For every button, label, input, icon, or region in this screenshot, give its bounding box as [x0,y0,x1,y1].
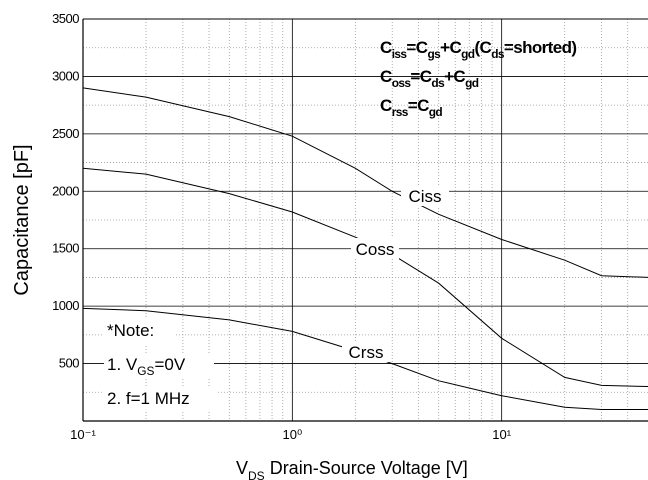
y-tick-label: 2500 [52,126,79,141]
formula-part: C [380,38,392,57]
note-subscript: GS [137,364,154,378]
formula-subscript: iss [392,47,408,61]
series-label-bg [342,341,390,362]
note-part: 1. V [107,355,138,374]
formula-part: =C [406,38,427,57]
note-bg [104,387,216,412]
formula-part: C [380,67,392,86]
formula-subscript: gd [465,76,479,90]
formula-part: (C [474,38,491,57]
x-tick-label: 10⁰ [283,427,303,442]
formula-subscript: ds [431,76,445,90]
x-axis-label-subscript: DS [248,469,265,480]
note-part: 2. f=1 MHz [107,389,190,408]
series-label: Crss [349,343,384,362]
x-axis-label-part: V [236,458,248,478]
formula: Crss=Cgd [380,96,442,119]
formula-part: +C [444,67,465,86]
series-label-bg [401,185,449,206]
x-tick-label: 10⁻¹ [70,427,96,442]
note: 1. VGS=0V [107,355,186,378]
formula-part: +C [440,38,461,57]
series-label: Coss [356,240,395,259]
note-part: *Note: [107,321,154,340]
x-axis-label: VDS Drain-Source Voltage [V] [236,458,468,480]
formula-subscript: ds [491,47,505,61]
note-bg [104,319,176,344]
note: 2. f=1 MHz [107,389,190,408]
series-label: Ciss [408,187,441,206]
formula-subscript: rss [392,105,409,119]
y-tick-label: 500 [59,356,79,371]
y-tick-label: 2000 [52,183,79,198]
y-tick-label: 3500 [52,11,79,26]
formula-part: C [380,96,392,115]
formula-subscript: oss [392,76,412,90]
note: *Note: [107,321,154,340]
series-line [82,307,648,410]
formula-part: =C [410,67,431,86]
x-tick-label: 10¹ [492,427,511,442]
formula-part: =C [408,96,429,115]
y-tick-label: 1500 [52,241,79,256]
formula-subscript: gd [429,105,443,119]
y-tick-label: 3000 [52,68,79,83]
note-bg [104,353,214,378]
formula-subscript: gs [427,47,441,61]
formula: Ciss=Cgs+Cgd(Cds=shorted) [380,38,576,61]
formula-subscript: gd [461,47,475,61]
series-label-bg [351,238,399,259]
series-line [82,87,648,278]
formula: Coss=Cds+Cgd [380,67,479,90]
y-tick-label: 1000 [52,298,79,313]
formula-part: =shorted) [504,38,577,57]
note-part: =0V [154,355,185,374]
y-axis-label: Capacitance [pF] [11,144,33,295]
x-axis-label-part: Drain-Source Voltage [V] [265,458,468,478]
